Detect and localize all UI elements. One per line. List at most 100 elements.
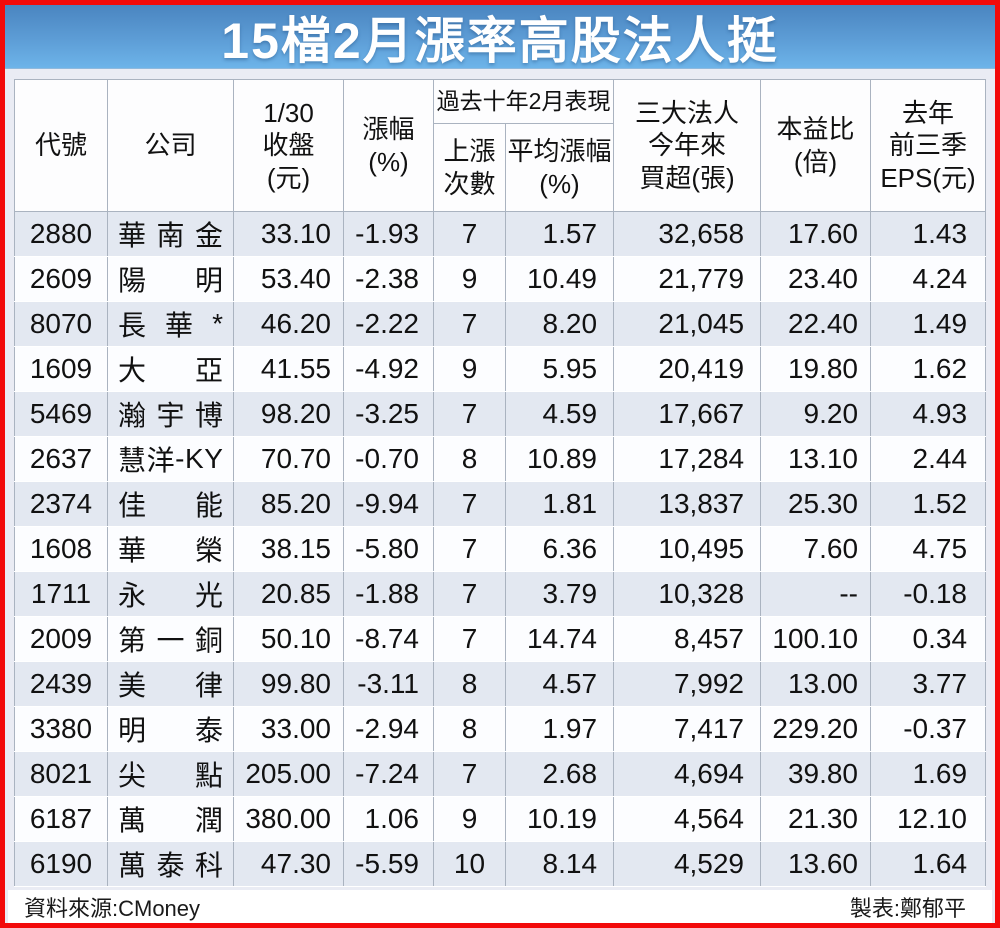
credit-note: 製表:鄭郁平	[849, 895, 966, 921]
cell-avg-gain: 5.95	[504, 346, 615, 392]
cell-eps: 1.52	[870, 481, 987, 527]
cell-up-count: 8	[433, 661, 506, 707]
cell-net-buy: 20,419	[613, 346, 762, 392]
table-row: 6187 萬潤 380.00 1.06 9 10.19 4,564 21.30 …	[14, 796, 987, 842]
cell-company-name: 陽明	[107, 256, 234, 302]
cell-up-count: 7	[433, 751, 506, 797]
cell-stock-code: 2439	[14, 661, 108, 707]
cell-pe-ratio: 13.10	[760, 436, 872, 482]
cell-up-count: 7	[433, 481, 506, 527]
cell-change-pct: -1.93	[343, 211, 434, 257]
cell-stock-code: 1608	[14, 526, 108, 572]
cell-pe-ratio: 17.60	[760, 211, 872, 257]
cell-eps: 0.34	[870, 616, 987, 662]
table-row: 8021 尖點 205.00 -7.24 7 2.68 4,694 39.80 …	[14, 751, 987, 797]
header-institutional-net-buy: 三大法人 今年來 買超(張)	[613, 79, 762, 212]
cell-change-pct: -4.92	[343, 346, 434, 392]
cell-close-price: 99.80	[233, 661, 344, 707]
cell-up-count: 7	[433, 211, 506, 257]
cell-close-price: 38.15	[233, 526, 344, 572]
cell-change-pct: -5.80	[343, 526, 434, 572]
table-header: 代號 公司 1/30 收盤 (元) 漲幅 (%) 過去十年2月表現 三大法人 今…	[14, 79, 987, 212]
cell-change-pct: -0.70	[343, 436, 434, 482]
cell-eps: 12.10	[870, 796, 987, 842]
cell-stock-code: 2637	[14, 436, 108, 482]
cell-eps: 2.44	[870, 436, 987, 482]
cell-net-buy: 4,529	[613, 841, 762, 887]
cell-avg-gain: 8.20	[504, 301, 615, 347]
cell-pe-ratio: 25.30	[760, 481, 872, 527]
cell-pe-ratio: 39.80	[760, 751, 872, 797]
cell-net-buy: 8,457	[613, 616, 762, 662]
cell-close-price: 380.00	[233, 796, 344, 842]
cell-stock-code: 1711	[14, 571, 108, 617]
cell-stock-code: 5469	[14, 391, 108, 437]
cell-eps: 4.93	[870, 391, 987, 437]
cell-net-buy: 7,992	[613, 661, 762, 707]
cell-net-buy: 17,667	[613, 391, 762, 437]
cell-company-name: 美律	[107, 661, 234, 707]
cell-up-count: 7	[433, 571, 506, 617]
cell-up-count: 9	[433, 256, 506, 302]
cell-change-pct: -5.59	[343, 841, 434, 887]
cell-stock-code: 2374	[14, 481, 108, 527]
cell-net-buy: 17,284	[613, 436, 762, 482]
cell-pe-ratio: 229.20	[760, 706, 872, 752]
cell-eps: 1.64	[870, 841, 987, 887]
cell-close-price: 47.30	[233, 841, 344, 887]
cell-up-count: 9	[433, 796, 506, 842]
cell-change-pct: -8.74	[343, 616, 434, 662]
cell-avg-gain: 1.57	[504, 211, 615, 257]
cell-net-buy: 10,328	[613, 571, 762, 617]
cell-eps: 1.43	[870, 211, 987, 257]
table-row: 2009 第一銅 50.10 -8.74 7 14.74 8,457 100.1…	[14, 616, 987, 662]
cell-close-price: 41.55	[233, 346, 344, 392]
cell-stock-code: 8070	[14, 301, 108, 347]
cell-company-name: 萬潤	[107, 796, 234, 842]
cell-avg-gain: 4.59	[504, 391, 615, 437]
cell-stock-code: 2609	[14, 256, 108, 302]
table-body: 2880 華南金 33.10 -1.93 7 1.57 32,658 17.60…	[14, 211, 987, 887]
cell-avg-gain: 10.19	[504, 796, 615, 842]
cell-close-price: 50.10	[233, 616, 344, 662]
cell-net-buy: 4,564	[613, 796, 762, 842]
header-code: 代號	[14, 79, 108, 212]
cell-company-name: 瀚宇博	[107, 391, 234, 437]
cell-avg-gain: 14.74	[504, 616, 615, 662]
cell-company-name: 佳能	[107, 481, 234, 527]
header-avg-gain: 平均漲幅 (%)	[504, 123, 615, 212]
cell-avg-gain: 10.89	[504, 436, 615, 482]
cell-eps: 3.77	[870, 661, 987, 707]
cell-close-price: 33.10	[233, 211, 344, 257]
table-row: 2374 佳能 85.20 -9.94 7 1.81 13,837 25.30 …	[14, 481, 987, 527]
cell-avg-gain: 2.68	[504, 751, 615, 797]
cell-up-count: 8	[433, 436, 506, 482]
cell-avg-gain: 8.14	[504, 841, 615, 887]
cell-pe-ratio: 7.60	[760, 526, 872, 572]
cell-up-count: 7	[433, 391, 506, 437]
cell-close-price: 33.00	[233, 706, 344, 752]
cell-avg-gain: 3.79	[504, 571, 615, 617]
cell-avg-gain: 4.57	[504, 661, 615, 707]
cell-change-pct: -2.22	[343, 301, 434, 347]
content-area: 代號 公司 1/30 收盤 (元) 漲幅 (%) 過去十年2月表現 三大法人 今…	[5, 79, 995, 923]
header-past-ten-years-group: 過去十年2月表現	[432, 79, 615, 124]
cell-eps: 1.62	[870, 346, 987, 392]
cell-pe-ratio: 19.80	[760, 346, 872, 392]
cell-close-price: 85.20	[233, 481, 344, 527]
cell-pe-ratio: 22.40	[760, 301, 872, 347]
cell-net-buy: 10,495	[613, 526, 762, 572]
cell-change-pct: -7.24	[343, 751, 434, 797]
cell-company-name: 華南金	[107, 211, 234, 257]
header-close-price: 1/30 收盤 (元)	[233, 79, 344, 212]
stock-table: 代號 公司 1/30 收盤 (元) 漲幅 (%) 過去十年2月表現 三大法人 今…	[14, 79, 987, 887]
page-title: 15檔2月漲率高股法人挺	[221, 12, 779, 69]
cell-pe-ratio: 13.60	[760, 841, 872, 887]
table-row: 2439 美律 99.80 -3.11 8 4.57 7,992 13.00 3…	[14, 661, 987, 707]
cell-eps: 4.75	[870, 526, 987, 572]
table-row: 1609 大亞 41.55 -4.92 9 5.95 20,419 19.80 …	[14, 346, 987, 392]
cell-eps: 4.24	[870, 256, 987, 302]
cell-net-buy: 13,837	[613, 481, 762, 527]
table-row: 2609 陽明 53.40 -2.38 9 10.49 21,779 23.40…	[14, 256, 987, 302]
cell-avg-gain: 1.97	[504, 706, 615, 752]
